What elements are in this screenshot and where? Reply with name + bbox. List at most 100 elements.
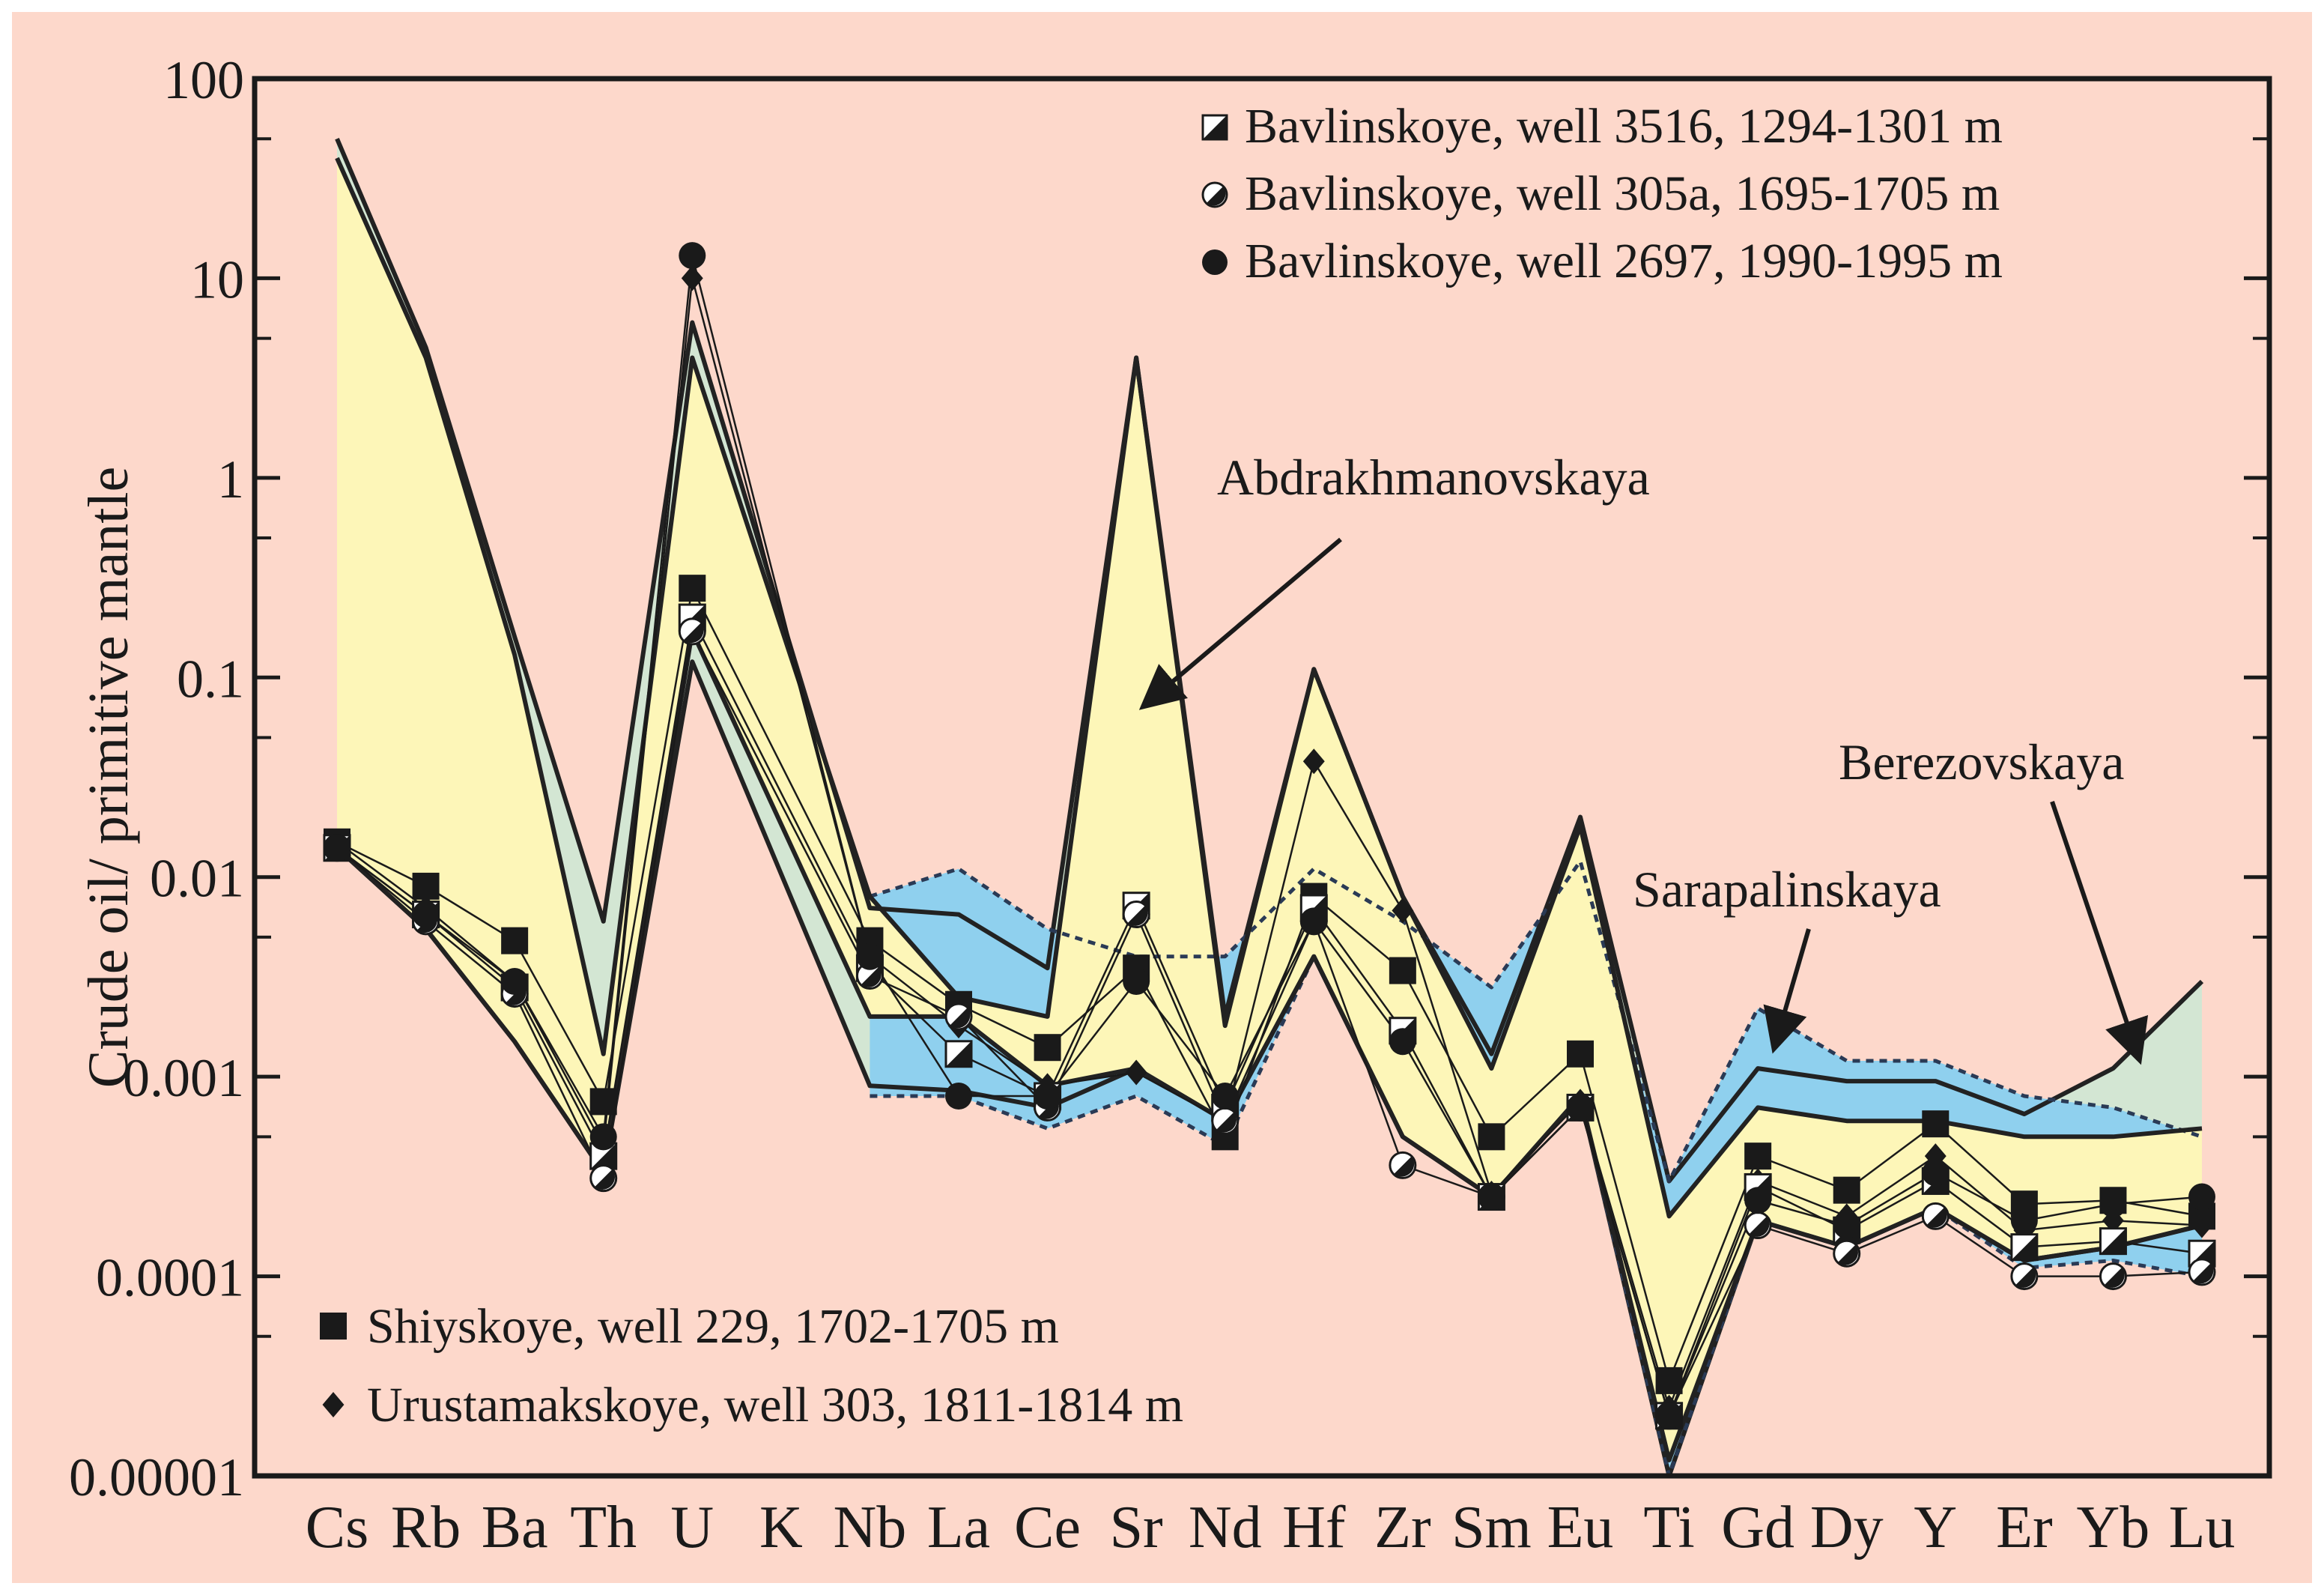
data-point-4-sr <box>1123 968 1150 996</box>
x-tick-label-u: U <box>670 1495 714 1561</box>
data-point-0-rb-shape <box>412 872 440 900</box>
data-point-4-la <box>945 1082 972 1110</box>
fields-layer <box>12 12 2312 1583</box>
data-point-0-dy <box>1833 1176 1860 1204</box>
data-point-4-hf-shape <box>1300 907 1328 935</box>
data-point-0-ba-shape <box>501 927 529 954</box>
data-point-1-y <box>1924 1143 1947 1169</box>
x-tick-label-cs: Cs <box>306 1495 369 1561</box>
data-point-2-yb <box>2099 1227 2127 1256</box>
x-tick-label-hf: Hf <box>1282 1495 1346 1561</box>
data-point-4-th-shape <box>589 1123 617 1151</box>
data-point-4-ba-shape <box>501 968 529 996</box>
data-point-3-y-fill <box>1926 1207 1947 1228</box>
y-tick-label-100: 100 <box>163 50 244 110</box>
field-abdrakhmanovskaya-upper-boundary <box>335 157 2203 1219</box>
x-tick-label-er: Er <box>1996 1495 2053 1561</box>
data-point-3-th <box>589 1164 618 1193</box>
data-point-0-gd <box>1744 1142 1772 1170</box>
annotation-sarapalinskaya: Sarapalinskaya <box>1633 861 1941 918</box>
data-point-1-y-shape <box>1924 1143 1947 1169</box>
data-point-0-eu <box>1567 1040 1594 1068</box>
legend-top-marker-0 <box>1201 114 1228 141</box>
x-tick-label-k: K <box>759 1495 803 1561</box>
data-point-0-gd-shape <box>1744 1142 1772 1170</box>
data-point-0-u <box>679 575 706 602</box>
x-tick-label-lu: Lu <box>2169 1495 2236 1561</box>
data-point-0-ba <box>501 927 529 954</box>
legend-top-marker-2 <box>1202 249 1228 275</box>
data-point-3-dy <box>1833 1239 1861 1268</box>
axes-frame <box>252 76 2272 1479</box>
legend-top-marker-1-fill <box>1206 186 1226 206</box>
x-tick-label-nb: Nb <box>834 1495 907 1561</box>
data-point-4-ti <box>1655 1402 1683 1429</box>
data-point-4-ba <box>501 968 529 996</box>
data-point-3-nd <box>1211 1107 1240 1135</box>
data-point-1-u <box>681 265 703 291</box>
data-point-1-lu <box>2191 1212 2213 1238</box>
data-point-0-ti-shape <box>1655 1367 1683 1394</box>
x-tick-label-zr: Zr <box>1374 1495 1431 1561</box>
plot-frame <box>252 76 2272 1479</box>
data-point-3-sr <box>1122 901 1150 929</box>
data-point-4-lu <box>2188 1183 2215 1211</box>
data-point-3-nd-fill <box>1216 1112 1237 1133</box>
data-point-1-lu-shape <box>2191 1212 2213 1238</box>
field-berezovskaya-upper-boundary <box>869 859 2203 1183</box>
legend-bottom-label-0: Shiyskoye, well 229, 1702-1705 m <box>367 1299 1059 1354</box>
x-tick-label-yb: Yb <box>2077 1495 2150 1561</box>
data-point-0-y <box>1922 1110 1950 1138</box>
data-point-4-nd <box>1211 1082 1239 1110</box>
data-point-0-th <box>589 1088 617 1116</box>
legend-top-label-0: Bavlinskoye, well 3516, 1294-1301 m <box>1245 99 2003 154</box>
legend-top-marker-2-shape <box>1202 249 1228 275</box>
data-point-4-sm-shape <box>1478 1183 1505 1211</box>
y-tick-label-0.001: 0.001 <box>123 1048 244 1108</box>
data-point-3-la-fill <box>950 1008 971 1029</box>
data-point-3-y <box>1921 1202 1950 1230</box>
data-point-3-yb-fill <box>2104 1267 2125 1288</box>
data-point-4-rb-shape <box>412 901 440 928</box>
data-point-3-la <box>944 1002 973 1031</box>
data-point-0-eu-shape <box>1567 1040 1594 1068</box>
data-point-1-zr-shape <box>1392 898 1414 924</box>
data-point-4-dy-shape <box>1833 1211 1860 1239</box>
legend-top-marker-0-fill <box>1203 115 1227 139</box>
data-point-2-er-fill <box>2011 1234 2037 1260</box>
data-point-4-yb-shape <box>2099 1190 2127 1218</box>
data-point-0-th-shape <box>589 1088 617 1116</box>
data-point-1-zr <box>1392 898 1414 924</box>
data-point-4-nb <box>856 942 884 970</box>
data-point-4-y <box>1922 1159 1950 1187</box>
data-point-4-hf <box>1300 907 1328 935</box>
data-point-3-u-fill <box>683 622 704 644</box>
legend-top-marker-1 <box>1201 181 1228 208</box>
data-point-1-u-shape <box>681 265 703 291</box>
data-point-3-nb-fill <box>861 966 882 987</box>
data-point-2-la-fill <box>946 1041 971 1067</box>
data-point-4-rb <box>412 901 440 928</box>
data-point-4-y-shape <box>1922 1159 1950 1187</box>
data-point-4-sm <box>1478 1183 1505 1211</box>
data-point-4-dy <box>1833 1211 1860 1239</box>
data-point-3-er <box>2010 1262 2039 1291</box>
data-point-0-zr-shape <box>1389 957 1416 984</box>
y-tick-label-1: 1 <box>217 450 244 509</box>
data-point-2-th-fill <box>590 1143 616 1169</box>
data-point-4-nb-shape <box>856 942 884 970</box>
data-point-0-ti <box>1655 1367 1683 1394</box>
data-point-4-eu <box>1567 1094 1594 1122</box>
x-tick-label-th: Th <box>570 1495 637 1561</box>
data-point-4-gd-shape <box>1744 1187 1772 1214</box>
data-point-0-sm-shape <box>1478 1123 1505 1151</box>
x-tick-label-eu: Eu <box>1547 1495 1614 1561</box>
data-point-3-th-fill <box>594 1169 616 1190</box>
data-point-0-ce-shape <box>1034 1034 1061 1062</box>
data-point-3-zr <box>1389 1151 1417 1179</box>
x-tick-label-ba: Ba <box>482 1495 548 1561</box>
data-point-0-ce <box>1034 1034 1061 1062</box>
data-point-0-zr <box>1389 957 1416 984</box>
x-tick-label-dy: Dy <box>1810 1495 1884 1561</box>
